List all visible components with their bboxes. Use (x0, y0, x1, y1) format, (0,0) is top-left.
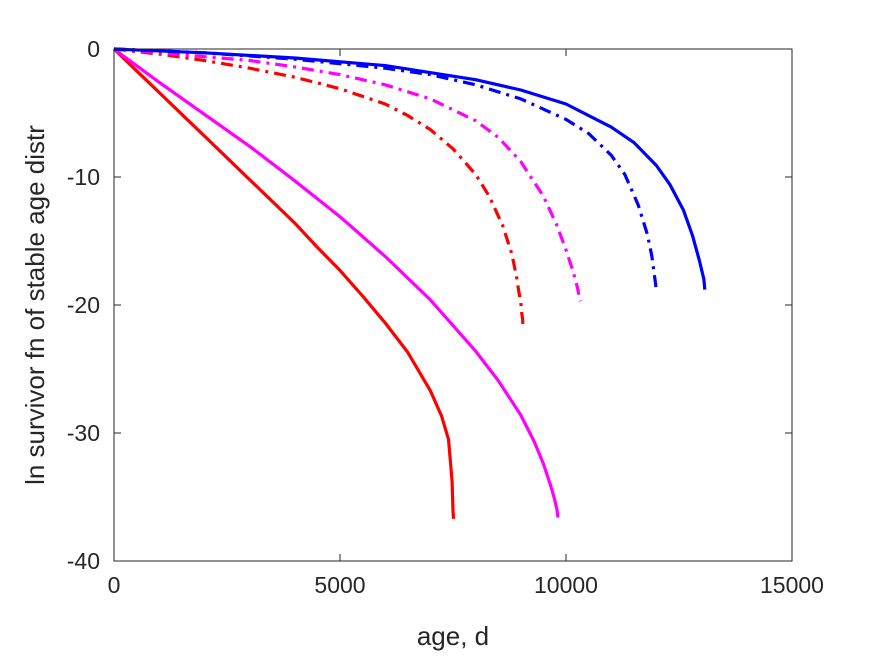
series-line-5 (113, 47, 658, 292)
ticks-layer: 0 5000 10000 15000 0 -10 -20 -30 -40 (67, 36, 824, 598)
y-axis-label: ln survivor fn of stable age distr (20, 125, 50, 485)
x-tick-label: 15000 (760, 572, 824, 598)
y-tick-label: 0 (87, 36, 100, 62)
y-tick-label: -30 (67, 420, 100, 446)
y-tick-label: -20 (67, 292, 100, 318)
series-layer (112, 47, 707, 519)
x-axis-label: age, d (417, 621, 489, 651)
series-line-6 (113, 47, 707, 290)
series-line-1 (112, 47, 456, 519)
x-tick-label: 10000 (534, 572, 598, 598)
series-line-2 (113, 47, 560, 518)
series-line-4 (113, 47, 583, 302)
x-tick-label: 5000 (314, 572, 365, 598)
x-tick-label: 0 (108, 572, 121, 598)
y-tick-label: -40 (67, 548, 100, 574)
series-line-3 (113, 47, 525, 329)
y-tick-label: -10 (67, 164, 100, 190)
